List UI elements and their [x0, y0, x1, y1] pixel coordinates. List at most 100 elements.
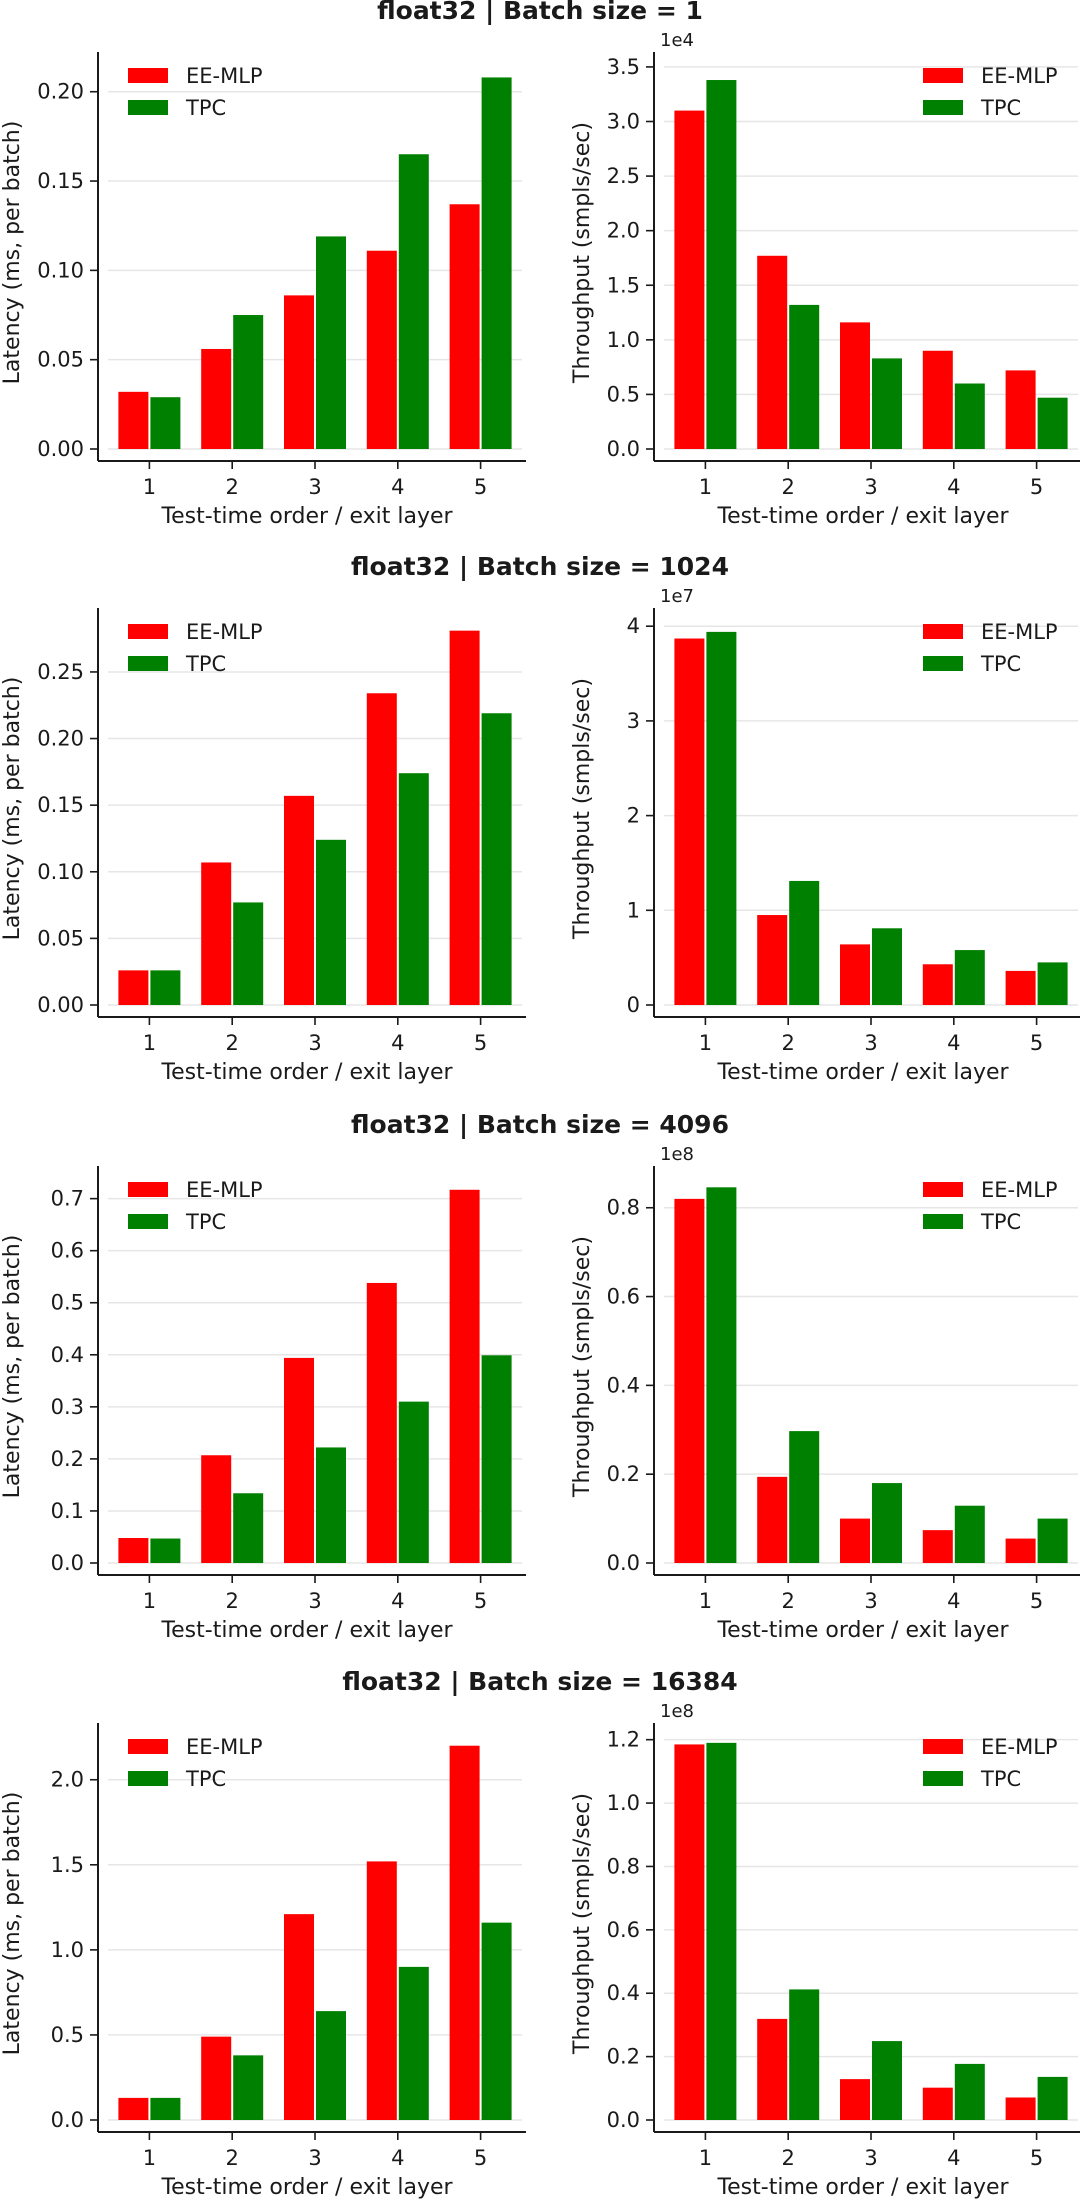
bar-tpc	[706, 80, 737, 450]
x-tick-label: 3	[308, 1031, 321, 1055]
y-axis-label: Throughput (smpls/sec)	[570, 1793, 595, 2055]
legend-label: EE-MLP	[981, 64, 1058, 88]
bar-tpc	[398, 1966, 429, 2120]
bar-ee-mlp	[674, 1744, 705, 2120]
y-axis-label: Latency (ms, per batch)	[0, 1792, 25, 2056]
x-tick-label: 1	[699, 1589, 712, 1613]
legend-swatch	[923, 624, 963, 639]
y-tick-label: 3.0	[607, 110, 640, 134]
legend-swatch	[128, 1771, 168, 1786]
x-tick-label: 5	[1030, 1031, 1043, 1055]
axis-multiplier: 1e7	[660, 586, 694, 607]
x-tick-label: 5	[474, 475, 487, 499]
legend-swatch	[128, 68, 168, 83]
y-tick-label: 0.25	[37, 660, 84, 684]
x-tick-label: 2	[782, 1589, 795, 1613]
legend-label: EE-MLP	[186, 64, 263, 88]
bar-ee-mlp	[284, 295, 314, 449]
legend-swatch	[923, 68, 963, 83]
panel-title: float32 | Batch size = 16384	[342, 1667, 738, 1696]
x-axis-label: Test-time order / exit layer	[160, 1060, 453, 1085]
bar-ee-mlp	[118, 2097, 149, 2120]
legend-swatch	[128, 100, 168, 115]
bar-tpc	[233, 1493, 264, 1563]
bar-tpc	[954, 1505, 985, 1563]
legend-swatch	[128, 656, 168, 671]
y-tick-label: 4	[627, 614, 640, 638]
bar-ee-mlp	[201, 1455, 232, 1563]
bar-ee-mlp	[201, 348, 232, 449]
axis-multiplier: 1e8	[660, 1701, 694, 1722]
bar-tpc	[233, 2055, 264, 2120]
bar-tpc	[789, 304, 820, 449]
x-tick-label: 1	[699, 475, 712, 499]
y-tick-label: 2.0	[607, 219, 640, 243]
bar-tpc	[1037, 962, 1068, 1005]
y-tick-label: 1.5	[51, 1853, 84, 1877]
bar-ee-mlp	[449, 204, 480, 449]
legend-label: EE-MLP	[981, 620, 1058, 644]
y-tick-label: 0.5	[51, 1291, 84, 1315]
y-tick-label: 2.5	[607, 164, 640, 188]
bar-ee-mlp	[757, 1476, 788, 1563]
legend-swatch	[128, 1214, 168, 1229]
y-tick-label: 0.3	[51, 1395, 84, 1419]
y-tick-label: 0	[627, 993, 640, 1017]
legend-label: TPC	[980, 96, 1021, 120]
y-tick-label: 0.15	[37, 793, 84, 817]
legend-swatch	[128, 1182, 168, 1197]
x-tick-label: 2	[782, 2146, 795, 2170]
x-tick-label: 4	[391, 1031, 404, 1055]
bar-ee-mlp	[366, 1861, 397, 2120]
y-axis-label: Latency (ms, per batch)	[0, 121, 25, 385]
bar-ee-mlp	[118, 391, 149, 449]
bar-ee-mlp	[201, 2036, 232, 2120]
bar-tpc	[316, 236, 346, 449]
bar-ee-mlp	[674, 1198, 705, 1563]
bar-tpc	[398, 154, 429, 449]
bar-tpc	[1037, 397, 1068, 449]
x-tick-label: 4	[391, 1589, 404, 1613]
bar-ee-mlp	[922, 964, 953, 1005]
x-tick-label: 3	[308, 1589, 321, 1613]
bar-ee-mlp	[1005, 2097, 1036, 2120]
y-tick-label: 0.0	[607, 437, 640, 461]
legend-swatch	[128, 1739, 168, 1754]
bar-ee-mlp	[284, 795, 314, 1005]
bar-ee-mlp	[366, 250, 397, 449]
x-tick-label: 1	[143, 1031, 156, 1055]
x-axis-label: Test-time order / exit layer	[160, 504, 453, 529]
bar-ee-mlp	[1005, 370, 1036, 449]
x-tick-label: 3	[864, 1031, 877, 1055]
legend-label: EE-MLP	[186, 1178, 263, 1202]
bar-ee-mlp	[284, 1357, 314, 1563]
x-tick-label: 4	[947, 1031, 960, 1055]
y-tick-label: 0.6	[607, 1918, 640, 1942]
y-tick-label: 1.0	[51, 1938, 84, 1962]
bar-tpc	[316, 1447, 346, 1563]
bar-tpc	[706, 1742, 737, 2120]
bar-tpc	[954, 2063, 985, 2120]
legend-swatch	[923, 1214, 963, 1229]
legend-swatch	[923, 1771, 963, 1786]
y-axis-label: Throughput (smpls/sec)	[570, 1236, 595, 1498]
bar-tpc	[872, 1483, 902, 1563]
bar-ee-mlp	[840, 1518, 870, 1563]
bar-ee-mlp	[757, 255, 788, 449]
bar-tpc	[954, 950, 985, 1005]
y-tick-label: 0.8	[607, 1196, 640, 1220]
bar-ee-mlp	[284, 1914, 314, 2120]
x-tick-label: 1	[143, 475, 156, 499]
x-tick-label: 5	[1030, 475, 1043, 499]
bar-tpc	[481, 1922, 512, 2120]
y-tick-label: 0.4	[607, 1373, 640, 1397]
x-tick-label: 1	[143, 1589, 156, 1613]
bar-tpc	[789, 880, 820, 1005]
x-tick-label: 2	[226, 2146, 239, 2170]
bar-tpc	[872, 358, 902, 449]
y-tick-label: 1.0	[607, 328, 640, 352]
y-tick-label: 0.05	[37, 926, 84, 950]
x-tick-label: 4	[391, 475, 404, 499]
legend-swatch	[923, 1739, 963, 1754]
x-tick-label: 2	[782, 1031, 795, 1055]
